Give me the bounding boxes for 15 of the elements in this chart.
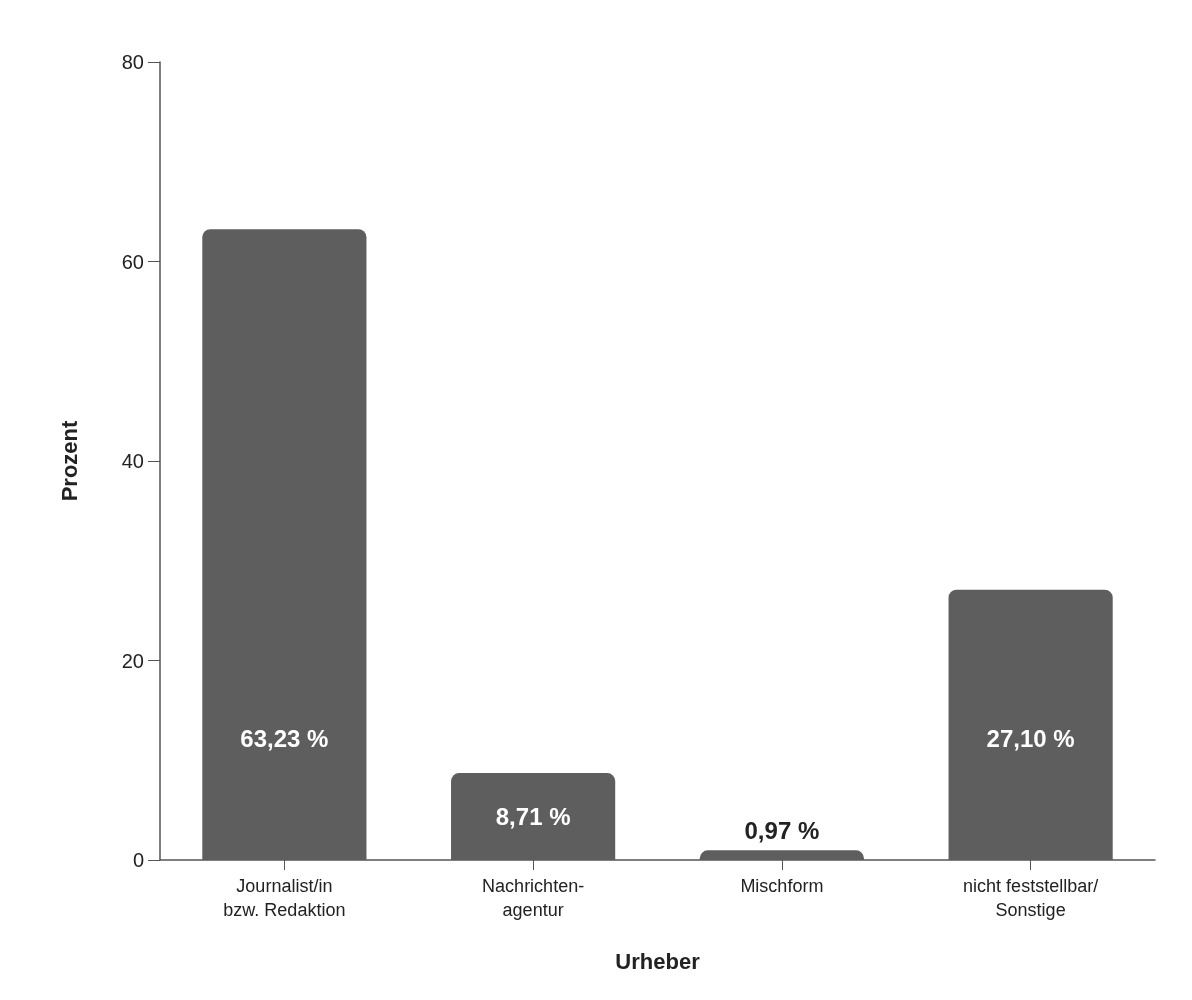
y-tick-label: 80 [121, 51, 144, 73]
data-label: 63,23 % [240, 724, 329, 752]
y-tick-label: 20 [121, 649, 144, 672]
y-tick-label: 0 [132, 849, 144, 871]
data-label: 27,10 % [986, 724, 1075, 752]
x-tick-label: nicht feststellbar/ Sonstige [963, 876, 1099, 920]
x-tick-label: Mischform [740, 876, 824, 896]
data-label: 8,71 % [495, 803, 571, 831]
y-tick-label: 40 [121, 450, 144, 472]
x-tick-label: Journalist/in bzw. Redaktion [223, 876, 346, 920]
x-axis-title: Urheber [615, 948, 701, 974]
y-tick-label: 60 [121, 250, 144, 273]
x-tick-label: Nachrichten- agentur [482, 876, 585, 920]
data-label: 0,97 % [744, 816, 820, 844]
y-axis-title: Prozent [56, 420, 82, 502]
